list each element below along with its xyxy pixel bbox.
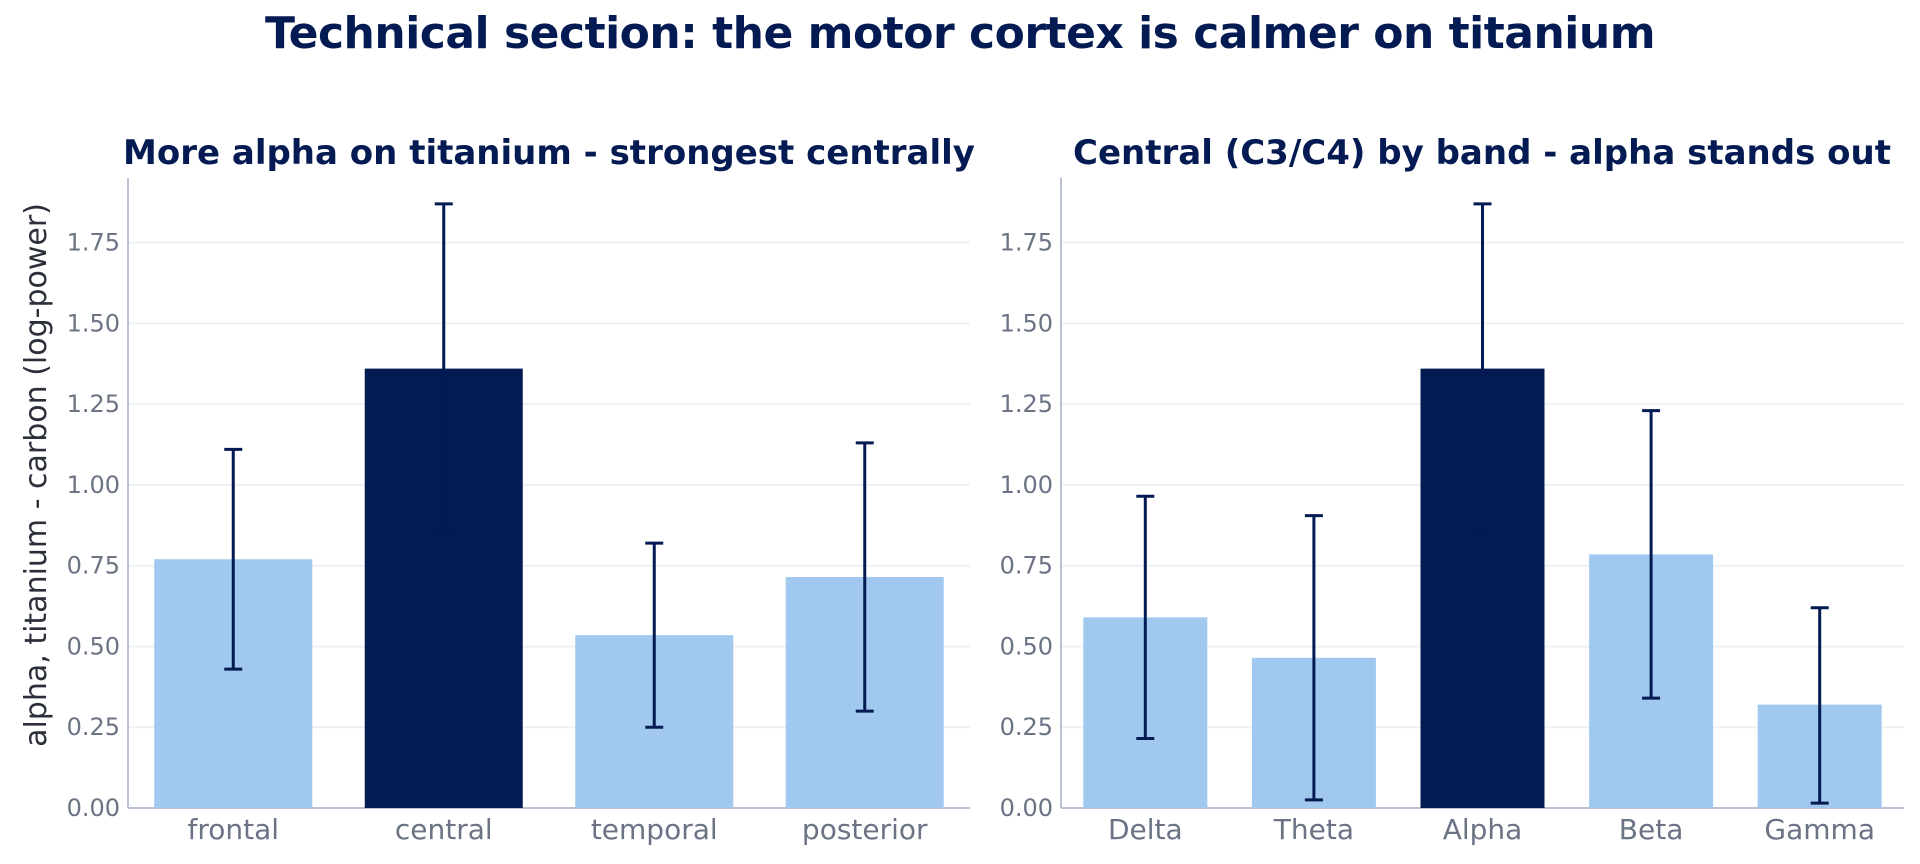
y-tick-label: 1.50 [67, 309, 120, 337]
x-tick-label: central [395, 813, 493, 846]
y-tick-label: 0.75 [1000, 552, 1053, 580]
panel-title: Central (C3/C4) by band - alpha stands o… [1073, 133, 1891, 173]
figure-title: Technical section: the motor cortex is c… [264, 8, 1656, 59]
y-tick-label: 0.00 [67, 794, 120, 822]
y-tick-label: 0.25 [1000, 713, 1053, 741]
x-tick-label: Delta [1108, 813, 1183, 846]
x-tick-label: temporal [591, 813, 718, 846]
y-tick-label: 1.00 [67, 471, 120, 499]
y-tick-label: 1.00 [1000, 471, 1053, 499]
y-tick-label: 0.25 [67, 713, 120, 741]
y-tick-label: 0.75 [67, 552, 120, 580]
x-tick-label: Theta [1273, 813, 1354, 846]
y-tick-label: 1.25 [67, 390, 120, 418]
y-tick-label: 1.50 [1000, 309, 1053, 337]
x-tick-label: posterior [802, 813, 928, 846]
y-tick-label: 1.25 [1000, 390, 1053, 418]
chart-panel-1: More alpha on titanium - strongest centr… [19, 133, 975, 846]
y-tick-label: 0.50 [67, 632, 120, 660]
x-tick-label: Gamma [1764, 813, 1875, 846]
x-tick-label: frontal [187, 813, 279, 846]
chart-panel-2: Central (C3/C4) by band - alpha stands o… [1000, 133, 1904, 846]
y-axis-label: alpha, titanium - carbon (log-power) [19, 203, 54, 747]
y-tick-label: 0.50 [1000, 632, 1053, 660]
y-tick-label: 1.75 [1000, 229, 1053, 257]
x-tick-label: Beta [1619, 813, 1684, 846]
x-tick-label: Alpha [1443, 813, 1523, 846]
panel-title: More alpha on titanium - strongest centr… [123, 133, 975, 173]
y-tick-label: 1.75 [67, 229, 120, 257]
y-tick-label: 0.00 [1000, 794, 1053, 822]
